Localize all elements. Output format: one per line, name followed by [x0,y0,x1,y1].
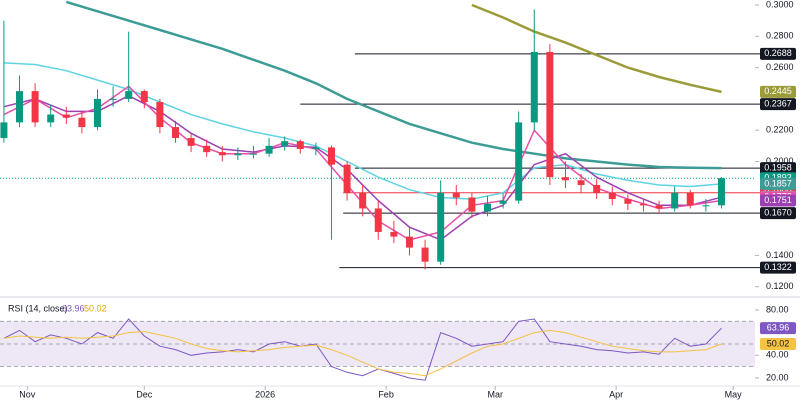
y-tick-label: 20.00 [766,372,789,382]
candle-body [499,200,507,204]
rsi-band [0,321,755,367]
candle-body [421,247,429,262]
rsi-title: RSI (14, close) [8,303,68,313]
level-label-bg [760,98,796,111]
candle-body [47,114,55,123]
candle-body [437,192,445,262]
level-label: 0.2688 [764,48,792,58]
level-label: 0.1670 [764,208,792,218]
moving-average [65,0,722,170]
candle-body [374,208,382,232]
rsi-badge: 50.02 [767,338,790,348]
candle-body [359,192,367,209]
candle-body [187,138,195,146]
candle-body [577,180,585,185]
candle-body [15,91,23,123]
candle-body [702,205,710,207]
level-label-bg [760,207,796,220]
candle-body [125,91,133,99]
price-badge: 0.2445 [764,86,792,96]
candle-body [312,147,320,149]
candle-body [624,199,632,204]
x-tick-label: 2026 [255,389,275,399]
candle-body [218,152,226,156]
candle-body [156,102,164,128]
x-tick-label: Mar [488,389,504,399]
candle-body [655,205,663,209]
candle-body [234,153,242,156]
candle-body [203,145,211,153]
candle-body [93,98,101,128]
x-tick-label: Nov [19,389,36,399]
candle-body [296,141,304,149]
rsi-badge-bg [760,337,796,350]
price-badge: 0.1857 [764,178,792,188]
price-badge-bg [760,194,796,207]
level-label: 0.2367 [764,98,792,108]
y-tick-label: 0.2200 [766,125,794,135]
price-badge-bg [760,85,796,98]
moving-average [471,3,722,94]
candle-body [171,127,179,139]
x-tick-label: May [725,389,743,399]
candle-body [608,192,616,200]
candle-body [62,114,70,118]
rsi-legend-value: 63.96 [62,303,85,313]
candle-body [343,164,351,193]
rsi-badge: 63.96 [767,323,790,333]
candle-body [468,197,476,212]
level-label: 0.1322 [764,262,792,272]
x-tick-label: Apr [609,389,623,399]
level-label-bg [760,47,796,60]
level-label-bg [760,162,796,175]
y-tick-label: 0.1200 [766,281,794,291]
level-label-bg [760,261,796,274]
candle-body [671,192,679,209]
price-badge: 0.1893 [764,173,792,183]
y-tick-label: 80.00 [766,304,789,314]
x-tick-label: Feb [378,389,394,399]
candle-body [593,184,601,193]
candle-body [265,145,273,154]
candle-body [78,117,86,128]
level-label: 0.1958 [764,162,792,172]
candle-body [452,192,460,198]
rsi-legend-value: 50.02 [84,303,107,313]
candle-body [546,51,554,178]
rsi-line [3,329,722,377]
candle-body [561,177,569,181]
candle-body [109,98,117,100]
candle-body [717,178,725,206]
candle-body [483,203,491,212]
y-tick-label: 0.2800 [766,31,794,41]
candle-body [515,122,523,201]
y-tick-label: 0.2000 [766,156,794,166]
x-tick-label: Dec [136,389,153,399]
rsi-line [3,318,722,381]
moving-average [3,94,722,241]
candle-body [281,141,289,146]
price-badge-bg [760,177,796,190]
candle-body [249,153,257,155]
candle-body [639,203,647,206]
price-badge: 0.1751 [764,195,792,205]
candle-body [390,231,398,237]
y-tick-label: 0.2600 [766,62,794,72]
candle-body [686,192,694,206]
candle-body [530,51,538,123]
y-tick-label: 0.1400 [766,250,794,260]
candle-body [405,236,413,248]
candle-body [0,122,8,139]
y-tick-label: 0.3000 [766,0,794,9]
candle-body [31,91,39,123]
rsi-badge-bg [760,322,796,335]
candle-body [140,91,148,103]
y-tick-label: 40.00 [766,350,789,360]
moving-average [3,62,722,200]
candle-body [327,147,335,165]
